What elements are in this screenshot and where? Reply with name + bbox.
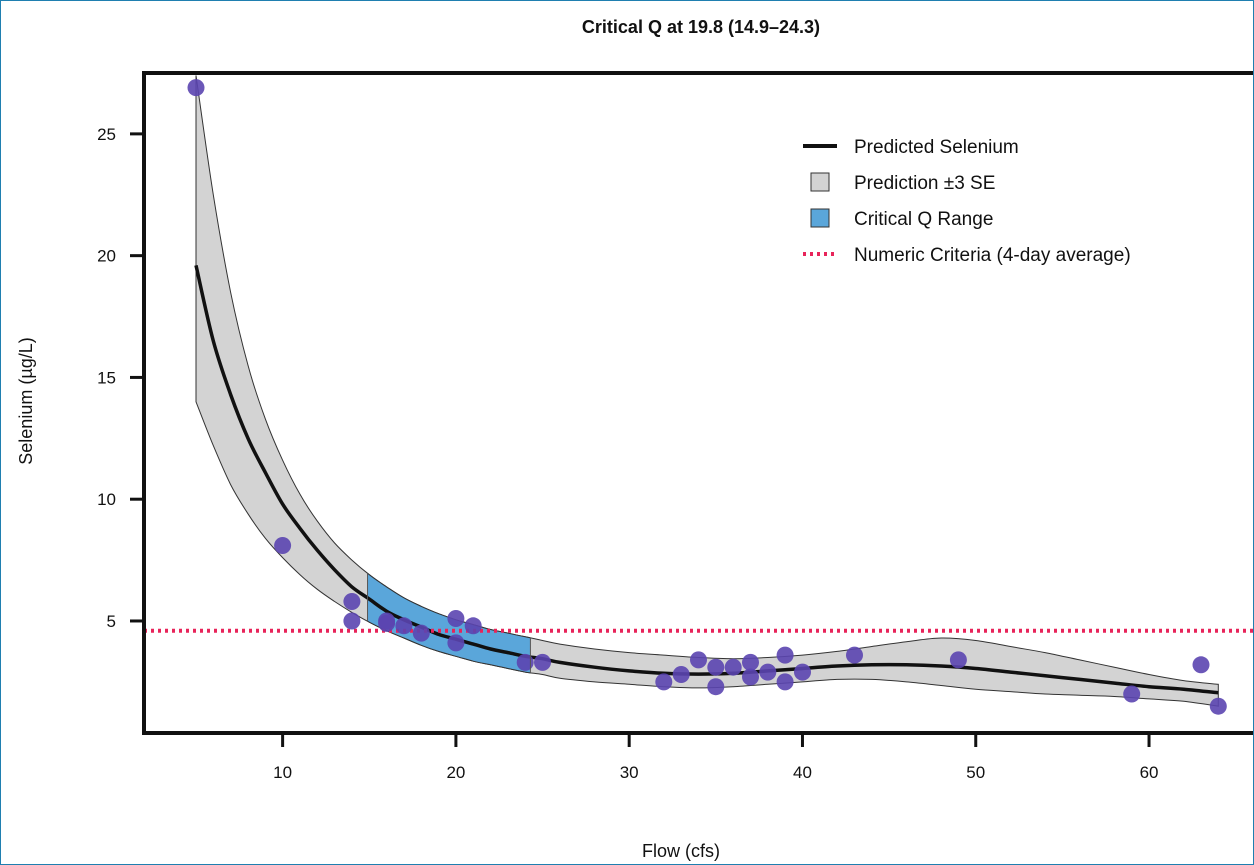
data-point — [343, 593, 361, 610]
prediction-band — [195, 75, 1219, 707]
plot-border — [142, 71, 1253, 735]
data-point — [742, 668, 759, 686]
data-point — [1192, 656, 1210, 674]
data-point — [534, 653, 551, 671]
legend-label-prediction-3-se: Prediction ±3 SE — [854, 173, 995, 194]
x-tick-label: 10 — [273, 763, 292, 782]
data-point — [949, 651, 967, 669]
data-point — [690, 651, 707, 669]
data-point — [776, 646, 794, 664]
y-tick-label: 25 — [97, 125, 116, 144]
x-tick-label: 30 — [620, 763, 639, 782]
y-tick-label: 15 — [97, 368, 116, 387]
data-point — [447, 634, 465, 652]
y-tick-label: 10 — [97, 490, 116, 509]
x-tick-label: 40 — [793, 763, 812, 782]
data-point — [707, 658, 725, 676]
data-point — [187, 79, 205, 97]
data-point — [655, 673, 673, 691]
y-tick-label: 5 — [107, 612, 116, 631]
chart-title: Critical Q at 19.8 (14.9–24.3) — [582, 17, 820, 37]
x-tick-label: 60 — [1140, 763, 1159, 782]
data-point — [343, 612, 361, 630]
data-point — [759, 663, 777, 681]
data-point — [846, 646, 863, 664]
x-tick-label: 50 — [966, 763, 985, 782]
legend-label-critical-q-range: Critical Q Range — [854, 209, 993, 230]
x-axis-label: Flow (cfs) — [642, 841, 720, 861]
observed-points — [187, 79, 1227, 715]
legend: Predicted Selenium Prediction ±3 SE Critic… — [803, 137, 1131, 266]
data-point — [516, 653, 534, 671]
data-point — [1209, 697, 1227, 715]
data-point — [412, 624, 430, 642]
data-point — [395, 617, 413, 635]
data-point — [776, 673, 794, 691]
y-axis-label: Selenium (µg/L) — [16, 337, 36, 464]
y-axis: 5 10 15 20 25 — [97, 125, 144, 631]
data-point — [707, 678, 725, 696]
x-tick-label: 20 — [446, 763, 465, 782]
plot-area — [142, 71, 1253, 735]
data-point — [464, 617, 482, 635]
legend-swatch-critical-q-range — [810, 208, 830, 228]
data-point — [724, 658, 742, 676]
legend-label-predicted-selenium: Predicted Selenium — [854, 137, 1019, 158]
x-axis: 10 20 30 40 50 60 — [273, 733, 1158, 782]
data-point — [742, 653, 759, 671]
data-point — [378, 614, 396, 632]
y-tick-label: 20 — [97, 247, 116, 266]
data-point — [672, 666, 690, 683]
legend-label-numeric-criteria-4-day-average: Numeric Criteria (4-day average) — [854, 245, 1131, 266]
legend-swatch-prediction-3-se — [810, 172, 830, 192]
data-point — [794, 663, 811, 681]
data-point — [274, 537, 292, 554]
data-point — [1123, 685, 1141, 703]
critical-q-range — [367, 572, 531, 674]
data-point — [447, 610, 465, 627]
